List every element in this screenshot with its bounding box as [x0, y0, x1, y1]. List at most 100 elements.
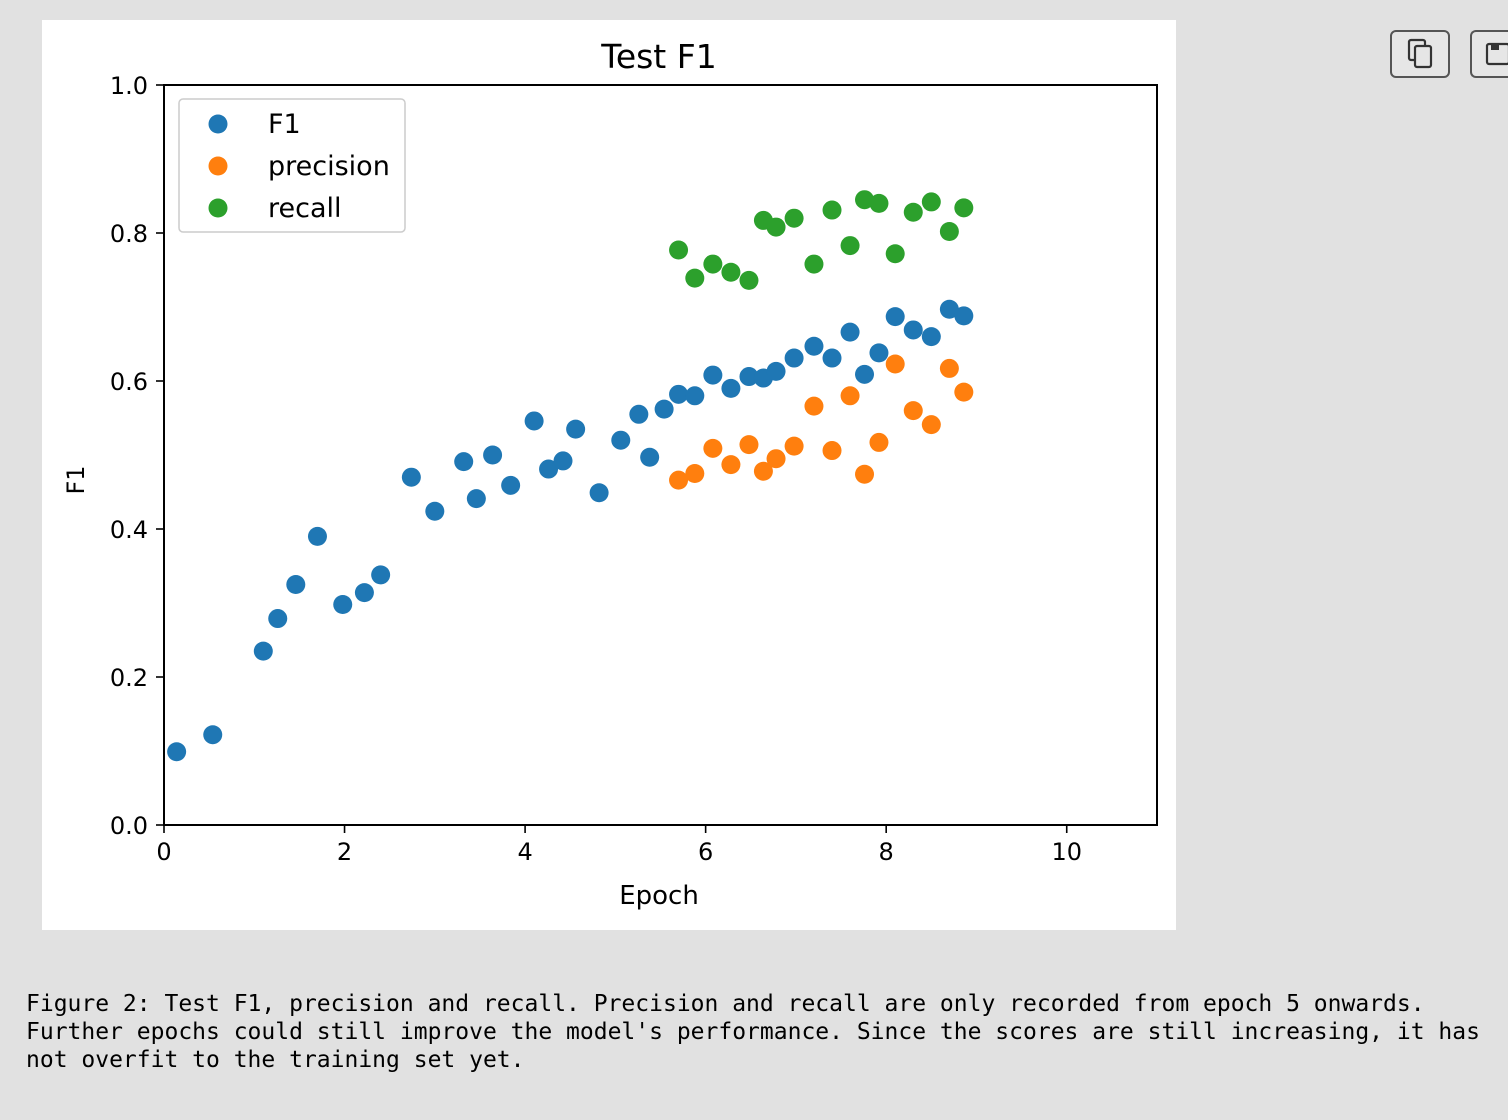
x-tick-label: 4 [517, 838, 532, 866]
point-f1 [371, 565, 391, 585]
legend-label-f1: F1 [268, 109, 301, 140]
point-precision [739, 435, 759, 455]
legend-marker-recall [208, 198, 228, 218]
point-f1 [654, 399, 674, 419]
point-f1 [685, 386, 705, 406]
point-f1 [589, 483, 609, 503]
point-recall [954, 198, 974, 218]
legend-label-recall: recall [268, 193, 342, 224]
point-f1 [669, 384, 689, 404]
y-tick-label: 0.0 [110, 812, 148, 840]
copy-icon [1407, 38, 1433, 69]
point-recall [804, 254, 824, 274]
point-f1 [784, 348, 804, 368]
legend-marker-f1 [208, 114, 228, 134]
point-f1 [203, 725, 223, 745]
point-f1 [954, 306, 974, 326]
x-tick-label: 0 [156, 838, 171, 866]
y-tick-label: 0.2 [110, 664, 148, 692]
point-precision [939, 358, 959, 378]
point-f1 [454, 452, 474, 472]
point-f1 [307, 526, 327, 546]
point-f1 [804, 336, 824, 356]
point-f1 [629, 404, 649, 424]
point-f1 [466, 489, 486, 509]
point-recall [855, 190, 875, 210]
point-recall [766, 217, 786, 237]
point-f1 [869, 343, 889, 363]
figure-panel: Test F1 Epoch F1 0 2 4 6 8 10 0.0 0.2 0.4 0.6 0.8 1… [42, 20, 1176, 930]
point-recall [840, 236, 860, 256]
point-f1 [483, 445, 503, 465]
legend-box [178, 98, 406, 233]
point-f1 [354, 583, 374, 603]
chart-title: Test F1 [600, 37, 716, 76]
point-f1 [286, 575, 306, 594]
point-precision [784, 436, 804, 456]
scatter-chart: Test F1 Epoch F1 0 2 4 6 8 10 0.0 0.2 0.4 0.6 0.8 1… [62, 37, 1158, 911]
save-button[interactable] [1470, 30, 1508, 78]
point-f1 [903, 320, 923, 340]
point-f1 [566, 419, 586, 439]
point-recall [739, 270, 759, 290]
point-f1 [739, 367, 759, 387]
x-tick-label: 6 [698, 838, 713, 866]
point-precision [885, 354, 905, 374]
point-f1 [524, 411, 544, 431]
point-precision [855, 464, 875, 484]
y-tick-label: 0.8 [110, 220, 148, 248]
point-recall [903, 202, 923, 222]
point-precision [753, 461, 773, 481]
point-precision [954, 382, 974, 402]
point-precision [921, 415, 941, 435]
point-precision [703, 438, 723, 458]
point-recall [939, 222, 959, 242]
point-precision [721, 455, 741, 475]
point-precision [766, 449, 786, 469]
x-tick-label: 8 [879, 838, 894, 866]
point-f1 [167, 742, 187, 762]
point-recall [784, 208, 804, 228]
legend: F1 precision recall [178, 98, 406, 233]
point-precision [685, 464, 705, 483]
copy-button[interactable] [1390, 30, 1450, 78]
data-points [167, 190, 974, 762]
point-precision [804, 396, 824, 416]
legend-label-precision: precision [268, 151, 390, 182]
point-recall [669, 240, 689, 260]
point-f1 [840, 322, 860, 342]
point-f1 [501, 475, 521, 495]
point-f1 [921, 327, 941, 347]
point-recall [822, 200, 842, 220]
x-tick-label: 2 [337, 838, 352, 866]
point-recall [869, 193, 889, 213]
point-recall [703, 254, 723, 274]
plot-area-frame [163, 84, 1158, 826]
x-tick-label: 10 [1051, 838, 1082, 866]
point-f1 [703, 365, 723, 385]
point-f1 [268, 609, 288, 629]
point-f1 [766, 361, 786, 381]
point-f1 [885, 307, 905, 327]
y-axis-label: F1 [62, 465, 90, 494]
y-tick-label: 1.0 [110, 72, 148, 100]
point-f1 [425, 501, 445, 521]
point-recall [685, 268, 705, 288]
point-f1 [822, 348, 842, 368]
legend-marker-precision [208, 156, 228, 176]
point-f1 [553, 451, 573, 471]
point-f1 [939, 299, 959, 319]
point-recall [721, 262, 741, 282]
point-f1 [333, 594, 353, 614]
point-f1 [640, 447, 660, 467]
x-axis-label: Epoch [619, 881, 699, 911]
figure-caption: Figure 2: Test F1, precision and recall.… [26, 991, 1480, 1073]
point-f1 [401, 467, 421, 487]
point-precision [840, 386, 860, 406]
y-tick-label: 0.6 [110, 368, 148, 396]
axis-ticks: 0 2 4 6 8 10 0.0 0.2 0.4 0.6 0.8 1.0 [110, 72, 1082, 866]
save-icon [1485, 42, 1508, 66]
point-precision [669, 470, 689, 490]
point-f1 [855, 364, 875, 384]
y-tick-label: 0.4 [110, 516, 148, 544]
